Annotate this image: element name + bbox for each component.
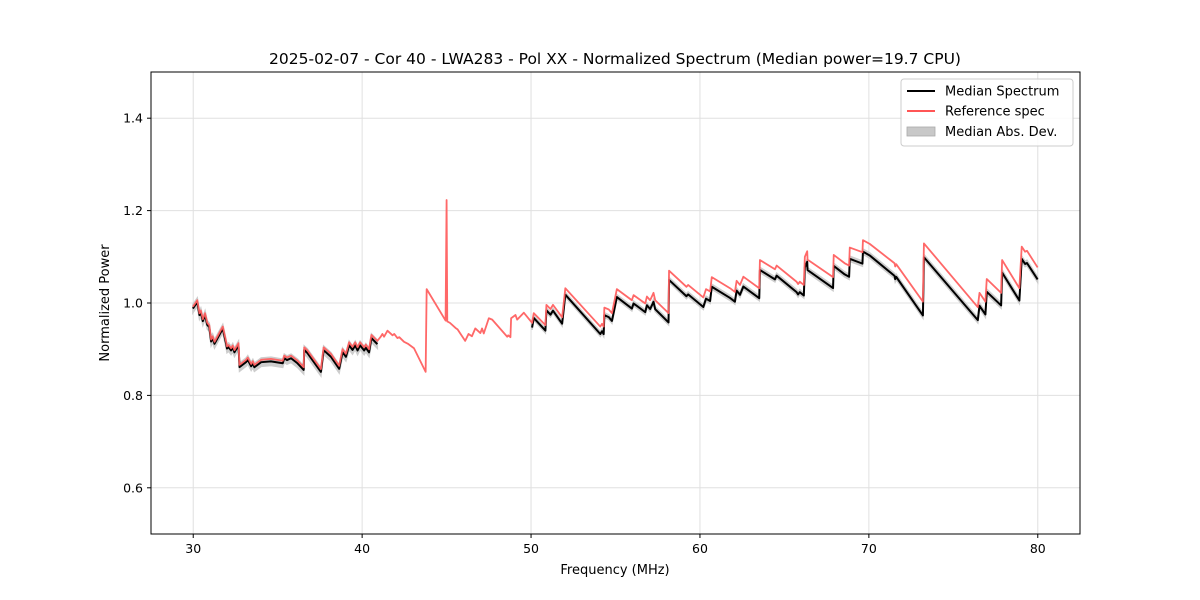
legend-median-label: Median Spectrum — [945, 85, 1059, 100]
x-axis-label: Frequency (MHz) — [560, 563, 669, 578]
reference-spectrum-line — [192, 199, 1039, 373]
median-spectrum-line — [192, 301, 379, 373]
series-layer — [192, 199, 1039, 379]
x-tick-label: 60 — [692, 541, 708, 556]
x-tick-label: 80 — [1030, 541, 1046, 556]
legend-mad-label: Median Abs. Dev. — [945, 125, 1057, 140]
x-tick-label: 70 — [861, 541, 877, 556]
y-tick-label: 0.8 — [123, 388, 143, 403]
y-tick-label: 1.2 — [123, 203, 143, 218]
x-tick-label: 40 — [354, 541, 370, 556]
axis-ticks: 30 40 50 60 70 80 0.6 0.8 1.0 1.2 1.4 — [123, 111, 1046, 556]
legend: Median Spectrum Reference spec Median Ab… — [900, 78, 1074, 147]
y-tick-label: 0.6 — [123, 480, 143, 495]
x-tick-label: 30 — [185, 541, 201, 556]
y-tick-label: 1.4 — [123, 111, 143, 126]
legend-box — [900, 78, 1074, 147]
y-axis-label: Normalized Power — [98, 244, 113, 362]
x-tick-label: 50 — [523, 541, 539, 556]
y-tick-label: 1.0 — [123, 296, 143, 311]
chart-title: 2025-02-07 - Cor 40 - LWA283 - Pol XX - … — [269, 50, 961, 68]
legend-reference-label: Reference spec — [945, 105, 1045, 120]
legend-mad-swatch — [906, 126, 936, 137]
